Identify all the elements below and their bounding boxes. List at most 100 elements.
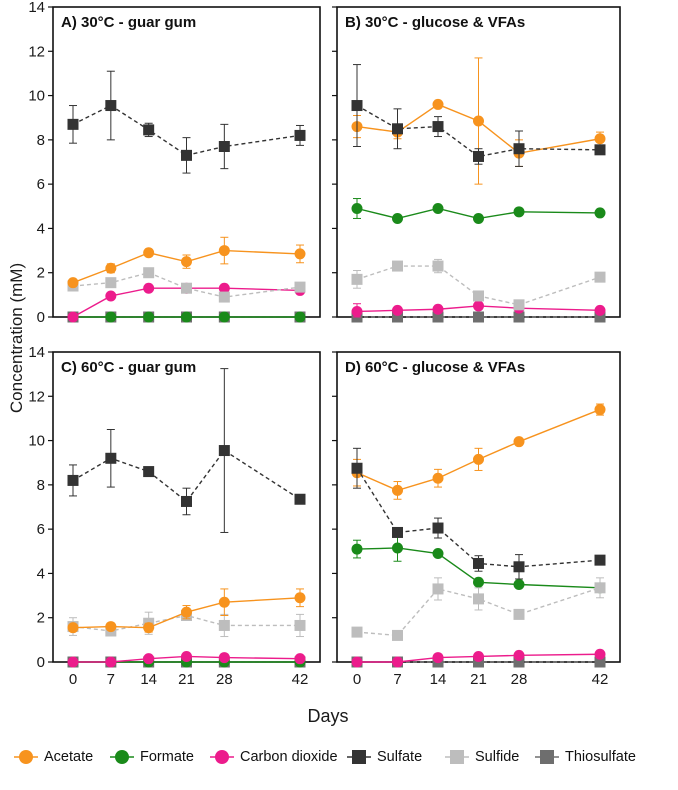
- point-acetate: [105, 621, 117, 633]
- point-thiosulfate: [473, 656, 484, 668]
- point-formate: [594, 207, 606, 219]
- series-acetate: [67, 236, 306, 289]
- legend-label: Acetate: [44, 749, 94, 765]
- point-thiosulfate: [432, 311, 444, 323]
- y-tick-label: 0: [37, 309, 45, 326]
- point-formate: [392, 542, 403, 554]
- point-acetate: [473, 453, 484, 465]
- panel-4: D) 60°C - glucose & VFAs 0 7 14 21 28 42: [332, 351, 621, 688]
- point-sulfate: [392, 526, 403, 538]
- point-sulfide: [218, 291, 230, 303]
- series-line-acetate: [72, 249, 301, 284]
- point-formate: [513, 206, 525, 218]
- y-tick-label: 4: [37, 220, 45, 237]
- y-tick-label: 10: [28, 88, 45, 105]
- legend-label: Formate: [140, 749, 194, 765]
- series-sulfate: [351, 64, 606, 167]
- point-formate: [432, 548, 444, 559]
- series-line-sulfate: [356, 104, 601, 158]
- point-sulfate: [143, 466, 155, 478]
- legend-circle: [215, 750, 229, 764]
- legend-item-acetate: Acetate: [14, 742, 93, 772]
- legend-label: Thiosulfate: [565, 749, 636, 765]
- series-co2: [67, 282, 306, 323]
- point-sulfide: [105, 277, 117, 289]
- series-line-sulfate: [72, 449, 301, 503]
- point-formate: [473, 576, 484, 588]
- point-sulfate: [105, 452, 117, 464]
- point-co2: [432, 652, 444, 664]
- point-co2: [513, 649, 525, 661]
- point-acetate: [432, 472, 444, 484]
- series-sulfate: [67, 368, 306, 533]
- legend-marker-acetate: [14, 750, 38, 764]
- point-acetate: [594, 133, 606, 145]
- point-formate: [105, 311, 117, 323]
- point-acetate: [392, 484, 403, 496]
- point-sulfate: [473, 557, 484, 569]
- point-acetate: [294, 248, 306, 260]
- y-tick-label: 2: [37, 610, 45, 627]
- y-tick-label: 10: [28, 433, 45, 450]
- legend: Acetate Formate Carbon dioxide Sulfate Sulfi…: [0, 742, 678, 772]
- series-line-sulfate: [72, 104, 301, 157]
- legend-item-thiosulfate: Thiosulfate: [535, 742, 636, 772]
- panel-frame: [336, 351, 621, 663]
- point-sulfide: [351, 626, 363, 638]
- y-tick-label: 6: [37, 521, 45, 538]
- y-tick-label: 12: [28, 388, 45, 405]
- point-sulfide: [594, 582, 606, 594]
- legend-item-sulfide: Sulfide: [445, 742, 519, 772]
- point-formate: [513, 579, 525, 590]
- point-sulfate: [218, 141, 230, 152]
- point-sulfate: [181, 149, 192, 161]
- series-sulfide: [351, 577, 606, 641]
- legend-marker-sulfate: [347, 750, 371, 764]
- point-sulfide: [294, 281, 306, 293]
- point-sulfate: [351, 462, 363, 474]
- point-co2: [105, 290, 117, 302]
- x-tick-label: 0: [353, 671, 361, 688]
- point-formate: [473, 212, 484, 224]
- series-acetate: [351, 403, 606, 500]
- point-sulfate: [294, 129, 306, 141]
- point-acetate: [67, 622, 79, 634]
- series-line-sulfate: [356, 467, 601, 568]
- series-line-formate: [356, 207, 601, 220]
- x-tick-label: 21: [470, 671, 487, 688]
- point-formate: [351, 203, 363, 214]
- point-co2: [105, 656, 117, 668]
- legend-item-sulfate: Sulfate: [347, 742, 422, 772]
- point-acetate: [218, 596, 230, 608]
- x-tick-label: 42: [292, 671, 309, 688]
- series-line-co2: [357, 653, 601, 663]
- point-acetate: [294, 592, 306, 604]
- point-sulfate: [473, 150, 484, 162]
- x-tick-label: 28: [216, 671, 233, 688]
- series-acetate: [351, 57, 606, 185]
- point-sulfide: [473, 593, 484, 605]
- point-acetate: [218, 245, 230, 257]
- point-co2: [432, 303, 444, 315]
- point-formate: [432, 203, 444, 214]
- point-co2: [351, 305, 363, 317]
- point-sulfide: [594, 271, 606, 283]
- x-axis-label: Days: [307, 706, 348, 726]
- point-co2: [392, 656, 403, 668]
- panels: A) 30°C - guar gum 0 2 4 6 8 10 12 14 B) 30°C - g…: [28, 0, 621, 688]
- point-sulfate: [143, 124, 155, 136]
- point-acetate: [594, 404, 606, 416]
- series-line-co2: [72, 287, 301, 318]
- point-formate: [218, 311, 230, 323]
- x-tick-label: 7: [107, 671, 115, 688]
- point-acetate: [513, 436, 525, 448]
- point-sulfate: [294, 493, 306, 505]
- series-sulfate: [351, 447, 606, 580]
- point-formate: [294, 311, 306, 323]
- point-co2: [473, 650, 484, 662]
- point-acetate: [67, 277, 79, 289]
- point-co2: [294, 653, 306, 665]
- point-sulfate: [218, 445, 230, 457]
- point-acetate: [473, 115, 484, 127]
